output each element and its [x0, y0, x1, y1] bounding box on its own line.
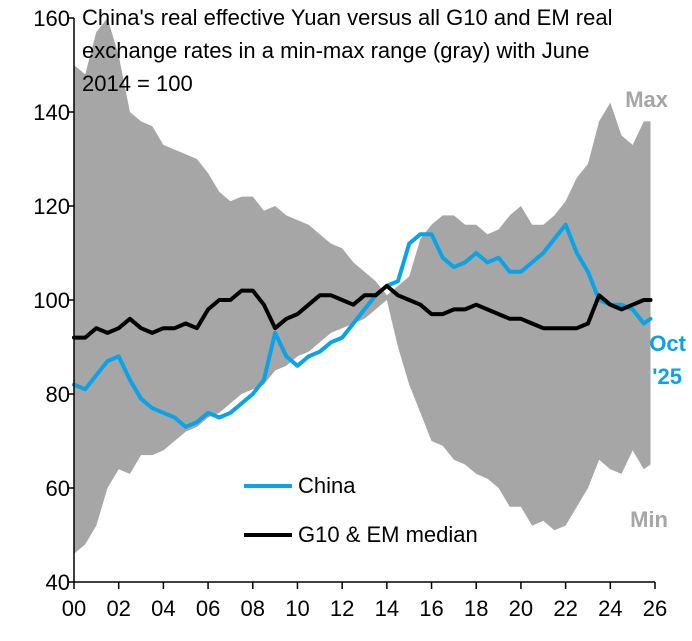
chart-title-line: exchange rates in a min-max range (gray)… [82, 38, 589, 63]
y-tick-label: 100 [33, 288, 70, 313]
x-tick-label: 02 [106, 596, 130, 621]
x-tick-label: 04 [151, 596, 175, 621]
max-annotation: Max [625, 87, 669, 112]
axes: 40 60 80 100 120 140 160 00 02 04 06 08 10 12 14 16 18 20… [33, 6, 667, 621]
oct-annotation-line1: Oct [649, 331, 686, 356]
y-tick-label: 60 [46, 476, 70, 501]
x-tick-label: 26 [643, 596, 667, 621]
y-tick-label: 40 [46, 570, 70, 595]
chart-title-line: 2014 = 100 [82, 71, 193, 96]
range-band-area [74, 18, 651, 554]
x-tick-label: 22 [553, 596, 577, 621]
chart-title-line: China's real effective Yuan versus all G… [82, 5, 612, 30]
x-tick-label: 14 [375, 596, 399, 621]
y-tick-label: 120 [33, 194, 70, 219]
min-annotation: Min [630, 507, 668, 532]
labels: China's real effective Yuan versus all G… [82, 5, 687, 547]
x-tick-label: 20 [509, 596, 533, 621]
x-tick-label: 06 [196, 596, 220, 621]
x-tick-label: 24 [598, 596, 622, 621]
y-tick-label: 160 [33, 6, 70, 31]
x-tick-label: 16 [419, 596, 443, 621]
x-tick-label: 00 [62, 596, 86, 621]
china-line [72, 222, 653, 429]
x-tick-label: 18 [464, 596, 488, 621]
y-tick-label: 80 [46, 382, 70, 407]
x-tick-label: 10 [285, 596, 309, 621]
legend-label: G10 & EM median [298, 522, 478, 547]
y-tick-label: 140 [33, 100, 70, 125]
plot-area [72, 18, 653, 554]
legend-label: China [298, 473, 356, 498]
x-tick-label: 08 [241, 596, 265, 621]
x-tick-label: 12 [330, 596, 354, 621]
median-line [72, 283, 653, 340]
oct-annotation-line2: '25 [652, 364, 682, 389]
